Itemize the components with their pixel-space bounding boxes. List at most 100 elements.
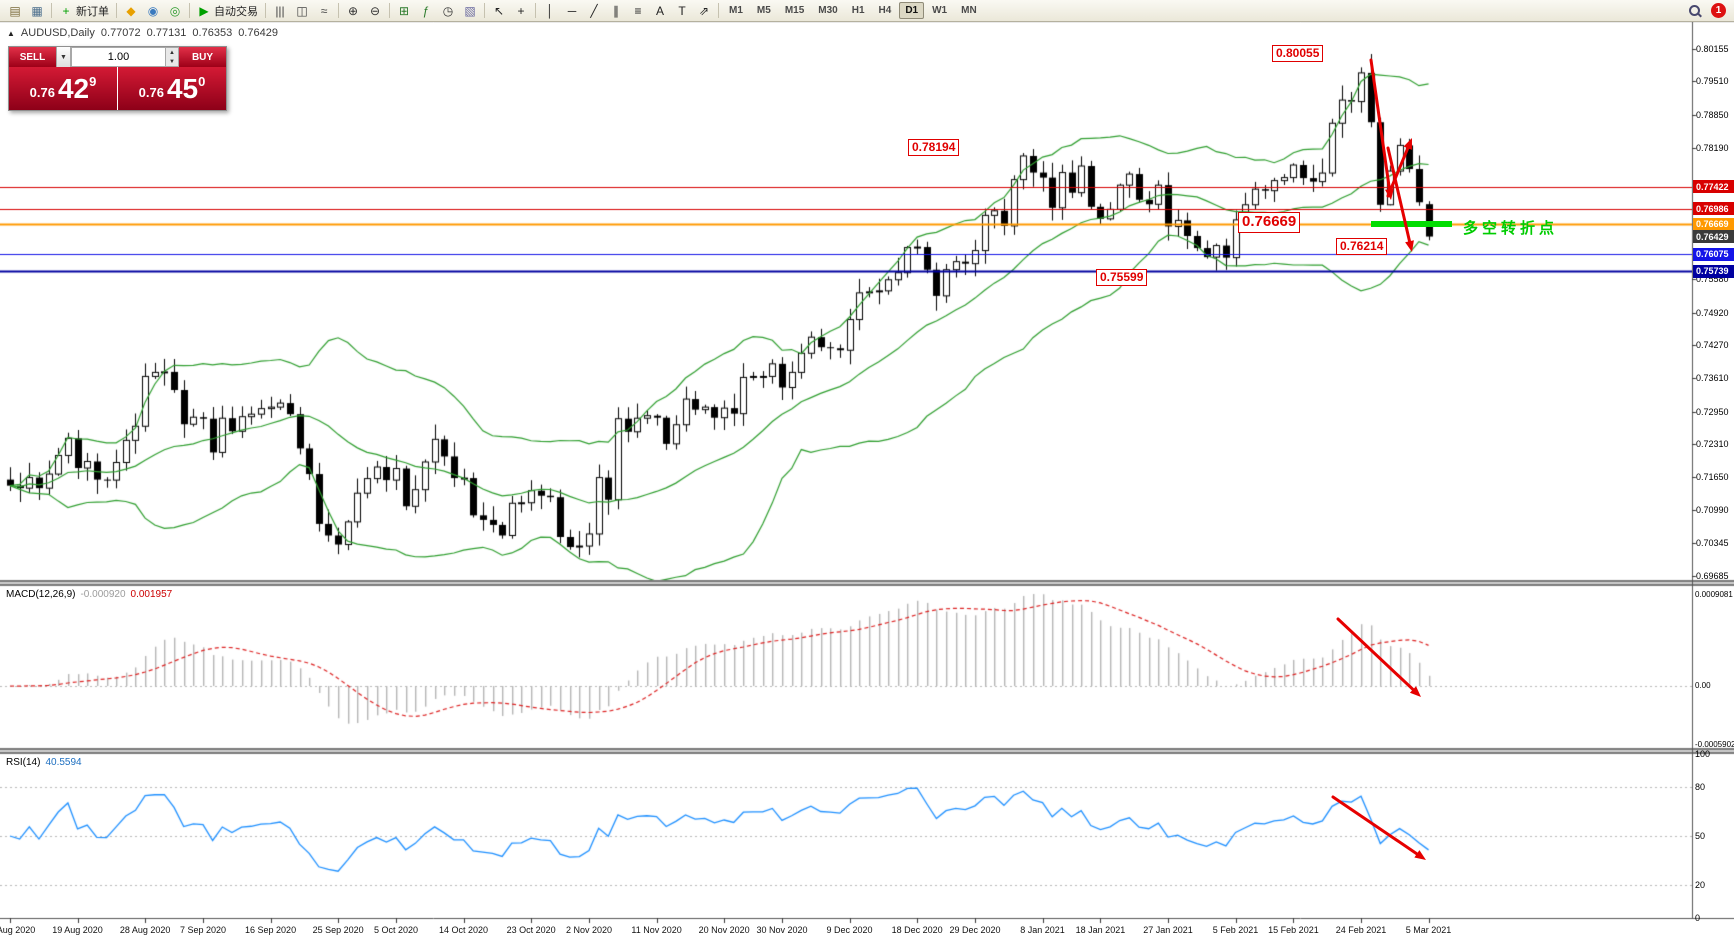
price-axis-label: 0.70345: [1696, 537, 1729, 548]
autotrade-button-glyph: ▶: [199, 3, 209, 18]
stepper-up-icon[interactable]: ▲: [169, 49, 175, 56]
vertical-line-icon[interactable]: │: [539, 1, 561, 21]
sell-price[interactable]: 0.76 42 9: [9, 67, 117, 110]
sell-price-big: 42: [57, 72, 90, 104]
app-market-icon[interactable]: ◎: [164, 1, 186, 21]
turning-point-label: 多空转折点: [1463, 220, 1559, 237]
text-icon[interactable]: A: [649, 1, 671, 21]
price-callout[interactable]: 0.75599: [1096, 269, 1148, 286]
price-callout[interactable]: 0.76669: [1238, 212, 1301, 233]
channel-icon[interactable]: ∥: [605, 1, 627, 21]
horizontal-line-icon-glyph: ─: [567, 3, 577, 18]
cursor-icon[interactable]: ↖: [488, 1, 510, 21]
sell-button[interactable]: SELL: [9, 47, 56, 67]
timeframe-w1[interactable]: W1: [932, 5, 948, 16]
toolbar-separator: [718, 3, 719, 18]
line-chart-type-icon[interactable]: ≈: [313, 1, 335, 21]
crosshair-icon-glyph: +: [517, 3, 525, 18]
arrows-objects-icon[interactable]: ⇗: [693, 1, 715, 21]
candle-chart-type-icon[interactable]: ◫: [291, 1, 313, 21]
rsi-axis-label: 20: [1695, 880, 1706, 891]
date-label: 5 Oct 2020: [373, 925, 419, 935]
timeframe-d1[interactable]: D1: [899, 2, 925, 19]
date-label: 15 Feb 2021: [1268, 925, 1319, 935]
stepper-down-icon[interactable]: ▼: [169, 58, 175, 65]
sell-price-sup: 9: [89, 74, 97, 89]
candle-chart-type-icon-glyph: ◫: [296, 3, 308, 18]
volume-input[interactable]: [71, 47, 165, 67]
periods-icon[interactable]: ◷: [437, 1, 459, 21]
price-axis-label: 0.69685: [1696, 571, 1729, 581]
ohlc-low: 0.76353: [192, 27, 233, 39]
volume-stepper[interactable]: ▲ ▼: [165, 47, 179, 67]
date-label: 9 Dec 2020: [826, 925, 873, 935]
zoom-in-icon-glyph: ⊕: [347, 3, 359, 18]
timeframe-m1[interactable]: M1: [729, 5, 743, 16]
price-callout[interactable]: 0.76214: [1336, 238, 1388, 255]
search-icon[interactable]: [1688, 4, 1702, 18]
label-icon[interactable]: T: [671, 1, 693, 21]
timeframe-m5[interactable]: M5: [756, 5, 771, 16]
chart-profiles-icon[interactable]: ▦: [26, 1, 48, 21]
price-axis-label: 0.72310: [1696, 438, 1729, 449]
price-axis-label: 0.74270: [1696, 340, 1729, 351]
price-level-marker: 0.77422: [1693, 180, 1734, 194]
volume-dropdown-button[interactable]: ▼: [56, 47, 71, 67]
toolbar-separator: [389, 3, 390, 18]
date-label: 14 Oct 2020: [439, 925, 489, 935]
trendline-icon-glyph: ╱: [590, 3, 598, 18]
price-axis-label: 0.79510: [1696, 76, 1729, 87]
indicators-icon[interactable]: ƒ: [415, 1, 437, 21]
main-toolbar: ▤ ▦ + 新订单 ◆ ◉ ◎ ▶ 自动交易 ||| ◫ ≈ ⊕ ⊖ ⊞ ƒ ◷ ▧ ↖ + │ ─ ╱ ∥ ≡ A T ⇗ M1 M5 M…: [0, 0, 1734, 22]
fibonacci-icon-glyph: ≡: [634, 3, 642, 18]
autotrade-button[interactable]: ▶ 自动交易: [193, 1, 262, 21]
date-label: 18 Jan 2021: [1075, 925, 1126, 935]
rsi-value: 40.5594: [45, 757, 82, 768]
timeframe-mn[interactable]: MN: [961, 5, 977, 16]
new-order-button[interactable]: + 新订单: [55, 1, 113, 21]
crosshair-icon[interactable]: +: [510, 1, 532, 21]
support-highlight-bar[interactable]: [1371, 221, 1452, 227]
ohlc-close: 0.76429: [238, 27, 278, 39]
chart-profiles-icon-glyph: ▦: [31, 3, 43, 18]
buy-price[interactable]: 0.76 45 0: [118, 67, 226, 110]
periods-icon-glyph: ◷: [442, 3, 454, 18]
macd-axis-label: 0.0009081: [1695, 590, 1733, 599]
trendline-icon[interactable]: ╱: [583, 1, 605, 21]
app-market-icon-glyph: ◎: [169, 3, 181, 18]
buy-button[interactable]: BUY: [179, 47, 226, 67]
timeframe-h4[interactable]: H4: [878, 5, 892, 16]
economic-calendar-icon-glyph: ◉: [147, 3, 159, 18]
date-label: 8 Jan 2021: [1020, 925, 1065, 935]
autotrade-button-label: 自动交易: [214, 5, 258, 18]
zoom-in-icon[interactable]: ⊕: [342, 1, 364, 21]
collapse-trade-panel-icon[interactable]: ▲: [7, 28, 15, 38]
fibonacci-icon[interactable]: ≡: [627, 1, 649, 21]
new-order-button-glyph: +: [62, 3, 70, 18]
mql5-community-icon[interactable]: ◆: [120, 1, 142, 21]
timeframe-h1[interactable]: H1: [851, 5, 865, 16]
toolbar-separator: [535, 3, 536, 18]
toolbar-right-group: 1: [1688, 3, 1730, 18]
rsi-name: RSI(14): [6, 757, 41, 768]
tile-windows-icon[interactable]: ⊞: [393, 1, 415, 21]
timeframe-m15[interactable]: M15: [784, 5, 805, 16]
date-label: 5 Feb 2021: [1212, 925, 1259, 935]
price-axis-label: 0.70990: [1696, 505, 1729, 516]
new-chart-icon[interactable]: ▤: [4, 1, 26, 21]
economic-calendar-icon[interactable]: ◉: [142, 1, 164, 21]
price-callout[interactable]: 0.78194: [908, 139, 960, 156]
date-label: 30 Nov 2020: [756, 925, 808, 935]
zoom-out-icon[interactable]: ⊖: [364, 1, 386, 21]
horizontal-line-icon[interactable]: ─: [561, 1, 583, 21]
notification-badge[interactable]: 1: [1711, 3, 1726, 18]
bar-chart-type-icon[interactable]: |||: [269, 1, 291, 21]
buy-price-big: 45: [166, 72, 199, 104]
price-callout[interactable]: 0.80055: [1272, 45, 1324, 62]
timeframe-m30[interactable]: M30: [818, 5, 838, 16]
macd-axis-label: 0.00: [1695, 681, 1711, 690]
templates-icon[interactable]: ▧: [459, 1, 481, 21]
date-label: 10 Aug 2020: [0, 925, 36, 935]
